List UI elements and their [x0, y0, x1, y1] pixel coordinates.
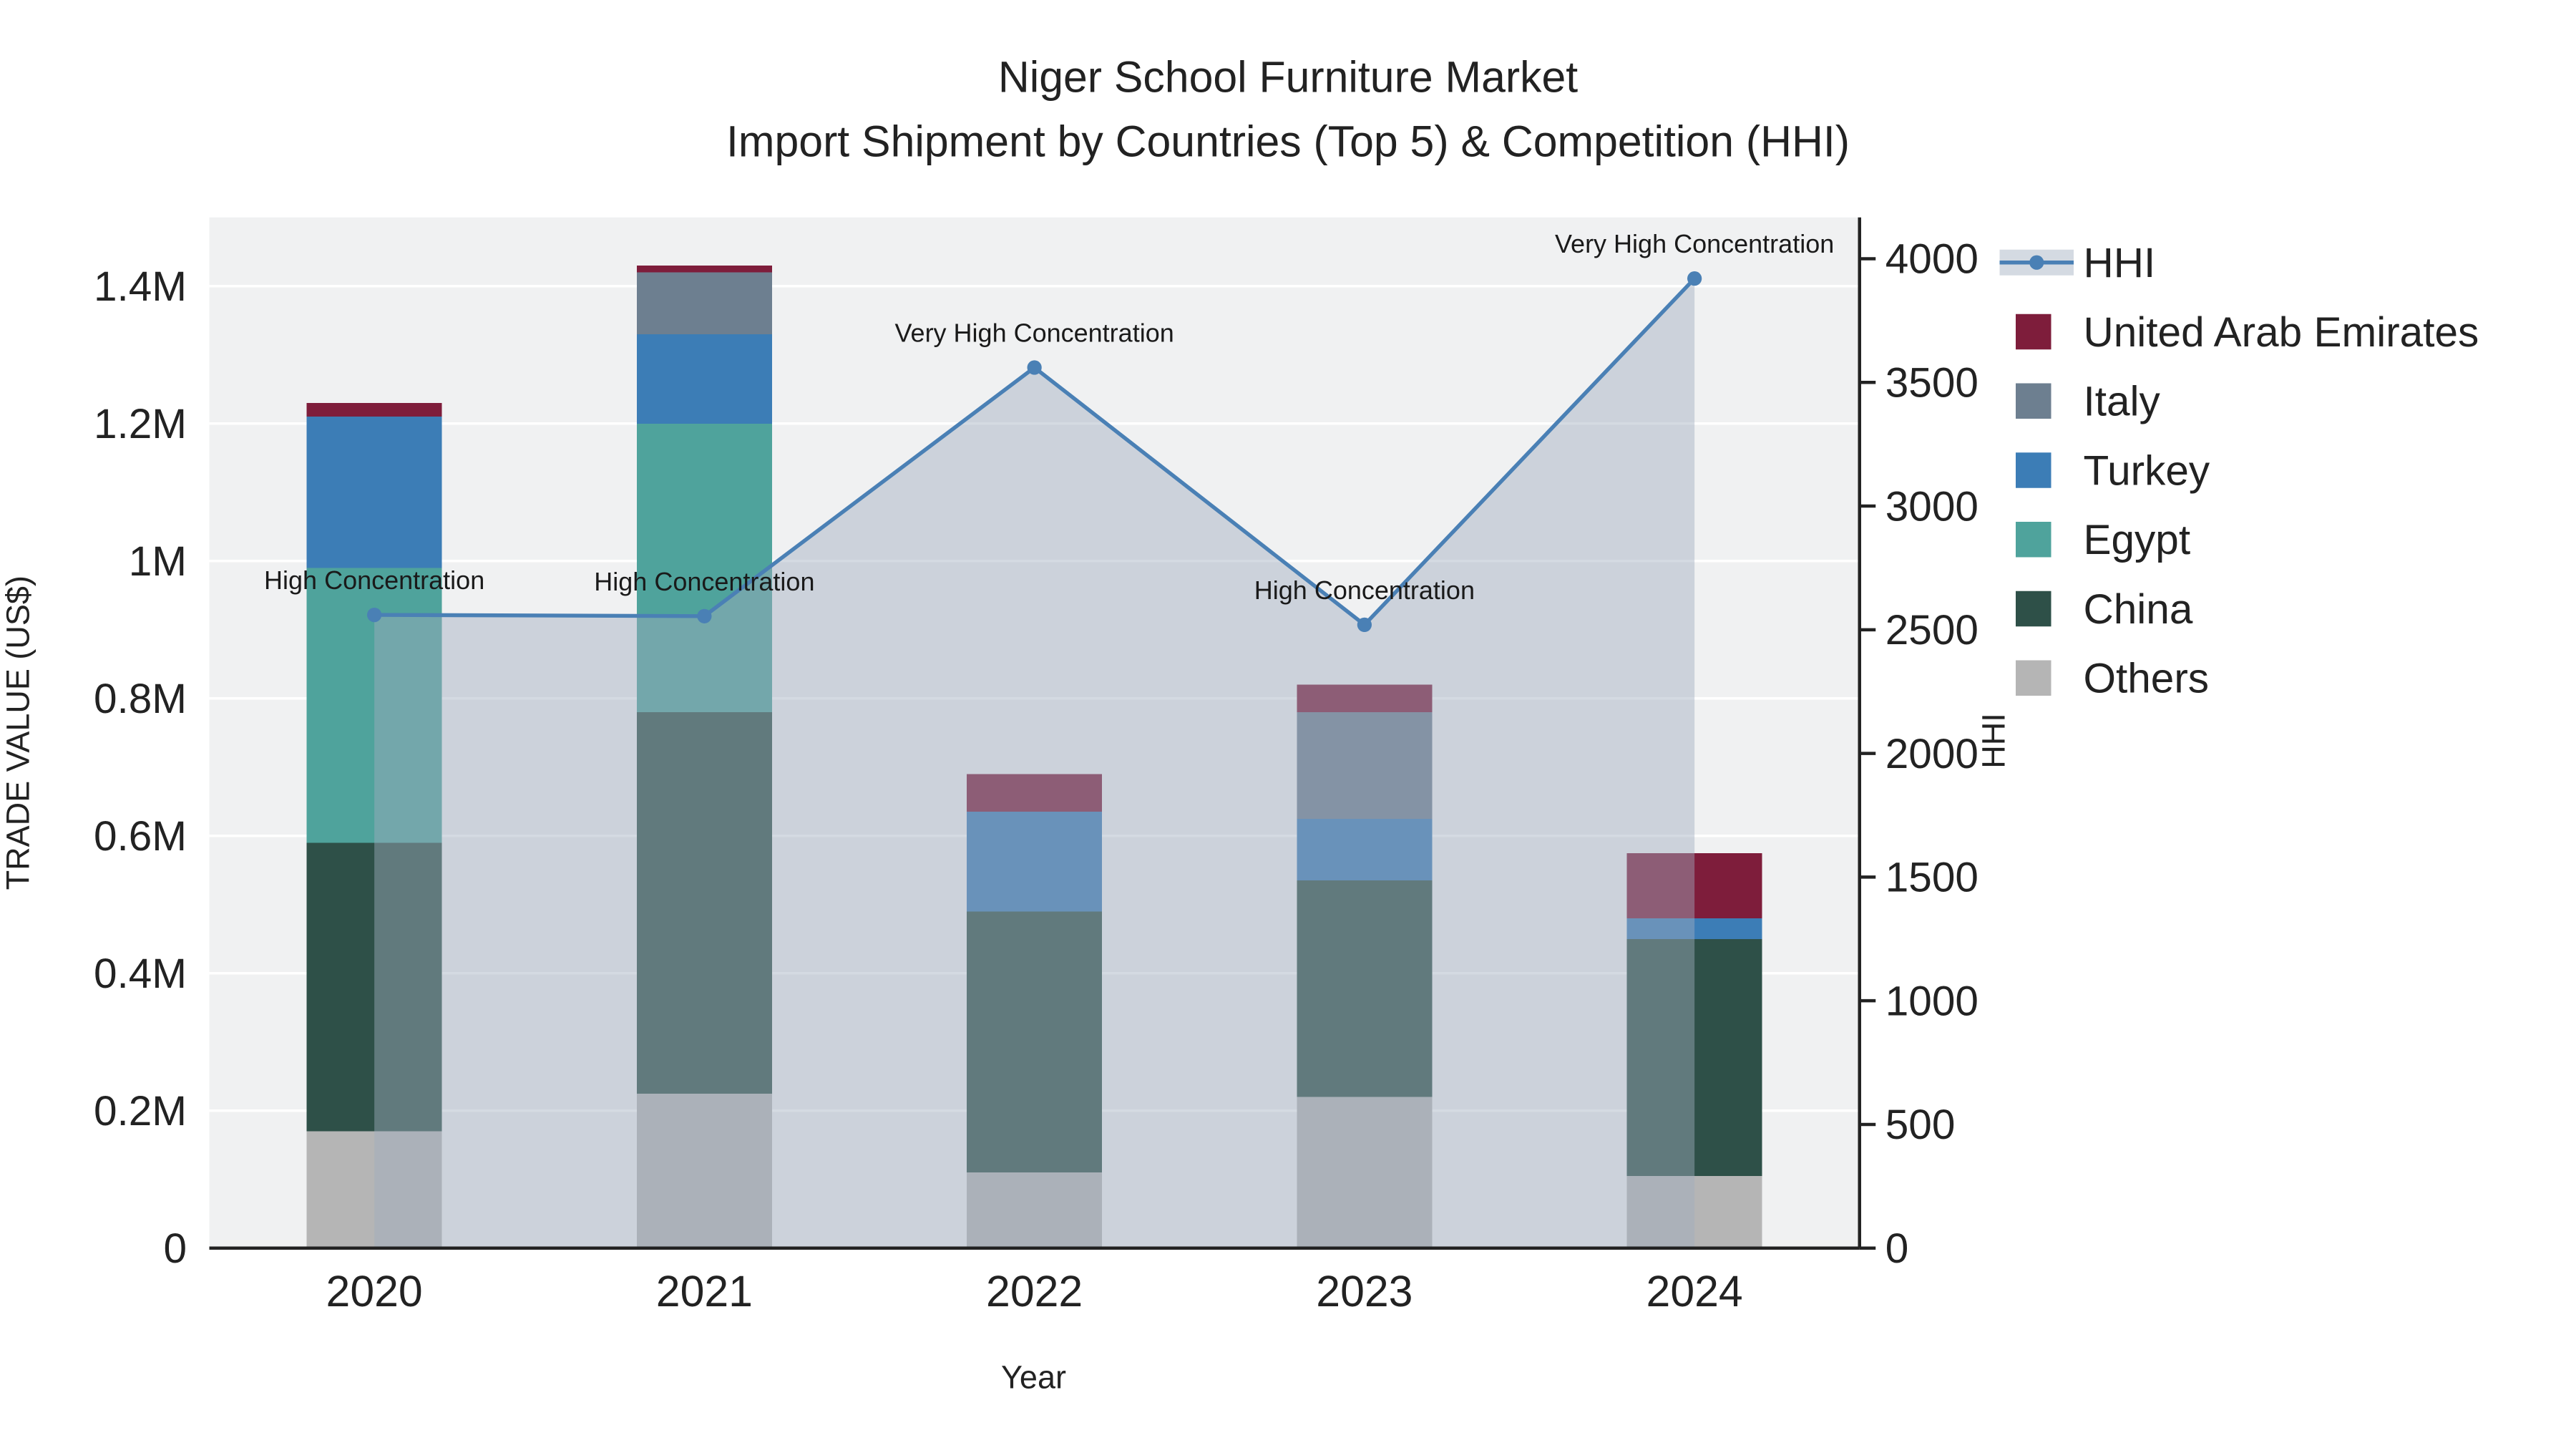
x-axis-title: Year	[1001, 1359, 1066, 1396]
right-axis-tick-label: 3500	[1885, 359, 1979, 406]
annotation-2023: High Concentration	[1254, 575, 1475, 605]
left-axis-tick-label: 1M	[129, 538, 187, 585]
bar-segment-egypt-2021[interactable]	[636, 423, 772, 712]
hhi-marker-2024[interactable]	[1687, 271, 1702, 286]
bar-segment-italy-2023[interactable]	[1297, 711, 1433, 819]
bar-segment-turkey-2021[interactable]	[636, 334, 772, 424]
bar-segment-united-arab-emirates-2022[interactable]	[967, 774, 1103, 812]
legend-color-swatch	[2016, 591, 2051, 627]
right-axis-tick-label: 2500	[1885, 607, 1979, 653]
left-axis-title: TRADE VALUE (US$)	[0, 575, 36, 890]
hhi-marker-2020[interactable]	[367, 607, 382, 623]
right-axis-tick-label: 500	[1885, 1102, 1956, 1148]
x-axis-tick-label: 2024	[1646, 1267, 1743, 1316]
bar-segment-others-2020[interactable]	[306, 1131, 442, 1248]
bar-segment-china-2023[interactable]	[1297, 880, 1433, 1097]
x-axis-tick-label: 2022	[986, 1267, 1083, 1316]
legend-item-egypt[interactable]: Egypt	[2016, 517, 2190, 563]
x-axis-tick-label: 2020	[326, 1267, 423, 1316]
legend-item-label: Italy	[2084, 379, 2161, 425]
annotation-2020: High Concentration	[264, 565, 484, 595]
legend-item-hhi[interactable]: HHI	[1999, 240, 2156, 286]
bar-segment-others-2022[interactable]	[967, 1172, 1103, 1248]
hhi-marker-2023[interactable]	[1357, 617, 1372, 633]
legend-color-swatch	[2016, 660, 2051, 696]
bar-segment-china-2022[interactable]	[967, 911, 1103, 1173]
right-axis-tick-label: 1500	[1885, 855, 1979, 901]
left-axis-tick-label: 0.6M	[94, 813, 187, 860]
left-axis-tick-label: 1.4M	[94, 263, 187, 310]
legend-item-label: Others	[2084, 656, 2210, 702]
legend-hhi-marker	[2029, 255, 2044, 270]
hhi-marker-2021[interactable]	[697, 608, 712, 623]
bar-segment-china-2024[interactable]	[1626, 938, 1762, 1176]
bar-segment-italy-2021[interactable]	[636, 272, 772, 334]
x-axis-tick-label: 2023	[1316, 1267, 1413, 1316]
right-axis-tick-label: 1000	[1885, 978, 1979, 1024]
bar-segment-turkey-2023[interactable]	[1297, 818, 1433, 881]
right-axis-tick-label: 4000	[1885, 236, 1979, 283]
legend-item-label: Egypt	[2084, 517, 2191, 563]
legend-color-swatch	[2016, 383, 2051, 419]
bar-segment-china-2021[interactable]	[636, 711, 772, 1094]
legend-item-label: United Arab Emirates	[2084, 309, 2479, 356]
left-axis-tick-label: 0	[163, 1225, 187, 1272]
bar-segment-china-2020[interactable]	[306, 842, 442, 1132]
chart-layer: High Concentration High Concentration Very…	[94, 217, 2479, 1316]
left-axis-tick-label: 0.4M	[94, 951, 187, 997]
bar-segment-others-2023[interactable]	[1297, 1097, 1433, 1248]
right-axis-tick-label: 3000	[1885, 483, 1979, 530]
hhi-marker-2022[interactable]	[1027, 360, 1042, 375]
legend-item-turkey[interactable]: Turkey	[2016, 447, 2210, 494]
right-axis-tick-label: 2000	[1885, 731, 1979, 777]
legend-item-label: HHI	[2084, 240, 2156, 286]
bar-segment-turkey-2022[interactable]	[967, 812, 1103, 912]
legend-item-label: Turkey	[2084, 447, 2210, 494]
bar-segment-united-arab-emirates-2021[interactable]	[636, 265, 772, 273]
legend-color-swatch	[2016, 452, 2051, 488]
bar-segment-turkey-2024[interactable]	[1626, 918, 1762, 939]
legend-item-united-arab-emirates[interactable]: United Arab Emirates	[2016, 309, 2479, 356]
x-axis-tick-label: 2021	[656, 1267, 753, 1316]
chart-title-line1: Niger School Furniture Market	[998, 52, 1578, 101]
legend-item-others[interactable]: Others	[2016, 656, 2209, 702]
right-axis-tick-label: 0	[1885, 1225, 1909, 1272]
bar-segment-united-arab-emirates-2020[interactable]	[306, 402, 442, 417]
legend-item-china[interactable]: China	[2016, 586, 2193, 633]
legend-item-italy[interactable]: Italy	[2016, 379, 2161, 425]
bar-segment-united-arab-emirates-2024[interactable]	[1626, 852, 1762, 918]
bar-segment-others-2024[interactable]	[1626, 1175, 1762, 1248]
hhi-area-fill	[374, 278, 1695, 1248]
chart-title-line2: Import Shipment by Countries (Top 5) & C…	[726, 117, 1850, 165]
bar-segment-turkey-2020[interactable]	[306, 417, 442, 568]
bar-segment-united-arab-emirates-2023[interactable]	[1297, 684, 1433, 712]
left-axis-tick-label: 0.2M	[94, 1088, 187, 1134]
annotation-2024: Very High Concentration	[1555, 229, 1834, 258]
legend-item-label: China	[2084, 586, 2193, 633]
right-axis-title: HHI	[1975, 713, 2011, 769]
left-axis-tick-label: 1.2M	[94, 401, 187, 447]
annotation-2022: Very High Concentration	[895, 319, 1174, 348]
legend-color-swatch	[2016, 314, 2051, 350]
annotation-2021: High Concentration	[594, 567, 814, 596]
bar-segment-others-2021[interactable]	[636, 1093, 772, 1248]
legend-color-swatch	[2016, 522, 2051, 558]
left-axis-tick-label: 0.8M	[94, 676, 187, 722]
